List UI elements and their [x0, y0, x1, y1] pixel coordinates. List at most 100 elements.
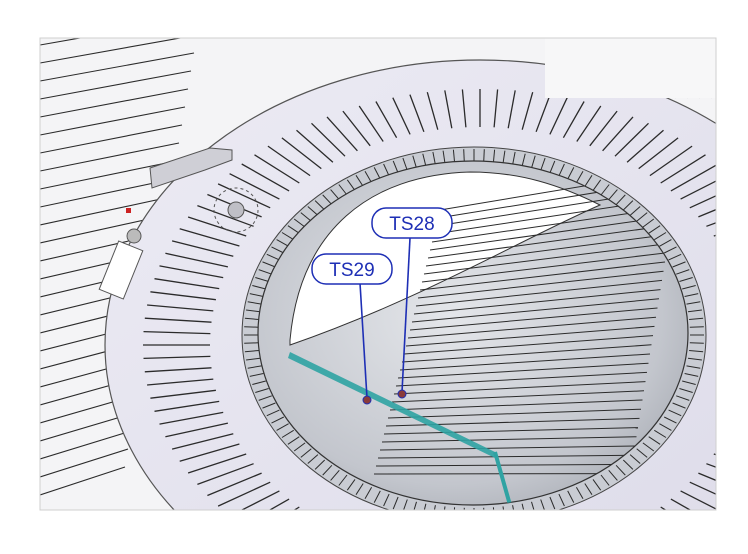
ring-slot: [741, 279, 748, 289]
step-slot: [679, 277, 693, 282]
ring-slot: [343, 544, 370, 554]
ring-slot: [207, 472, 262, 497]
ring-slot: [602, 116, 634, 152]
step-slot: [249, 293, 264, 297]
barrel-slat: [40, 196, 171, 226]
step-slot: [636, 212, 648, 222]
label-ts29: TS29: [329, 260, 374, 281]
ring-slot: [327, 539, 357, 554]
step-slot: [413, 501, 417, 510]
step-slot: [287, 436, 300, 445]
step-slot: [629, 454, 641, 464]
step-slot: [689, 350, 704, 353]
step-slot: [483, 149, 485, 163]
ring-slot: [179, 228, 240, 247]
step-slot: [502, 150, 506, 164]
step-slot: [663, 416, 677, 424]
step-slot: [584, 483, 593, 495]
step-slot: [615, 194, 626, 206]
step-slot: [642, 442, 655, 452]
ring-slot: [732, 423, 748, 437]
ring-slot: [154, 278, 220, 290]
step-slot: [255, 388, 269, 393]
step-slot: [659, 423, 672, 431]
ring-slot: [187, 216, 247, 237]
ring-slot: [670, 498, 692, 510]
ring-slot: [713, 234, 716, 237]
barrel-slat: [40, 124, 183, 154]
barrel-slat: [40, 430, 132, 460]
target-point-ts28: [397, 389, 407, 399]
step-slot: [622, 459, 634, 470]
bore-slot: [377, 454, 634, 459]
barrel-slat: [40, 52, 195, 82]
step-slot: [373, 490, 381, 503]
step-slot: [549, 160, 556, 174]
ring-slot: [744, 390, 748, 398]
ring-slot: [154, 400, 220, 412]
step-slot: [346, 179, 356, 191]
ring-slot: [698, 208, 716, 218]
ring-slot: [649, 145, 693, 177]
bore-slot: [403, 335, 654, 355]
step-slot: [287, 225, 300, 234]
step-slot: [531, 155, 536, 169]
bore-slot: [387, 408, 642, 419]
ring-slot: [359, 549, 383, 554]
step-slot: [463, 149, 465, 163]
barrel-slat: [40, 88, 189, 118]
step-slot: [293, 442, 306, 452]
ring-slot: [589, 110, 618, 147]
ring-slot: [535, 94, 551, 133]
step-slot: [338, 474, 348, 486]
step-slot: [247, 301, 262, 305]
bracket-plate: [149, 147, 233, 189]
ring-slot: [444, 90, 453, 129]
step-slot: [432, 151, 436, 165]
step-slot: [453, 507, 456, 510]
ring-slot: [217, 481, 271, 507]
ring-slot: [297, 528, 333, 554]
ring-slot: [549, 97, 568, 135]
step-slot: [423, 503, 427, 510]
step-slot: [608, 469, 618, 481]
drawing-body: [40, 38, 748, 554]
ring-slot: [638, 137, 679, 170]
ring-slot: [197, 204, 254, 227]
ring-slot: [171, 240, 234, 257]
step-slot: [271, 416, 285, 424]
step-slot: [668, 409, 682, 417]
step-slot: [521, 153, 526, 167]
step-slot: [689, 317, 704, 320]
step-slot: [672, 261, 686, 268]
leader-line-ts28: [401, 237, 411, 393]
bore-slot: [395, 371, 648, 387]
step-slot: [686, 365, 701, 369]
step-slot: [584, 175, 593, 187]
ring-slot: [627, 528, 663, 554]
step-slot: [659, 239, 672, 247]
step-slot: [266, 409, 280, 417]
ring-slot: [614, 122, 649, 157]
ring-slot: [721, 444, 748, 461]
ring-slot: [603, 539, 633, 554]
ring-slot: [493, 89, 499, 128]
ring-slot: [732, 253, 748, 267]
ring-slot: [296, 129, 334, 163]
step-slot: [276, 423, 289, 431]
ring-slot: [680, 490, 716, 510]
bore-slot: [413, 289, 661, 315]
bore-slot: [411, 298, 660, 323]
bore-slot: [401, 344, 652, 363]
step-slot: [549, 496, 556, 510]
ring-slot: [165, 422, 229, 438]
ring-slot: [741, 401, 748, 411]
ring-slot: [147, 378, 214, 386]
label-box-ts29: [311, 253, 393, 285]
step-slot: [281, 429, 294, 438]
ring-slot: [144, 367, 212, 373]
ring-slot: [187, 453, 247, 474]
ring-slot: [143, 355, 211, 360]
ring-slot: [409, 94, 425, 133]
